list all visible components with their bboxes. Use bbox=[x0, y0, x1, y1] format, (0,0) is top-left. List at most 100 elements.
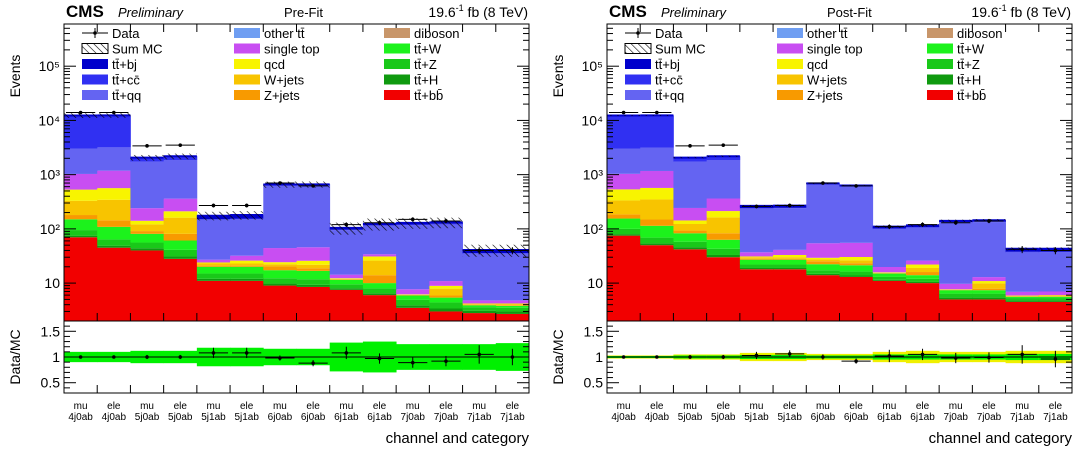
category-bin-label: 5j0ab bbox=[678, 412, 703, 423]
legend-swatch bbox=[384, 59, 410, 69]
bar-ttZ bbox=[396, 300, 430, 305]
bar-ttH bbox=[740, 268, 774, 269]
bar-ttW bbox=[673, 233, 707, 241]
bar-single_top bbox=[906, 261, 940, 265]
bar-ttbb bbox=[972, 299, 1006, 321]
bar-zjets bbox=[64, 215, 98, 219]
bar-qcd bbox=[97, 188, 131, 200]
ratio-point bbox=[788, 352, 792, 356]
bar-qcd bbox=[740, 256, 774, 257]
legend-label: Z+jets bbox=[264, 88, 300, 103]
bar-ttW bbox=[396, 296, 430, 300]
legend-label: tt̄+H bbox=[957, 73, 981, 88]
bar-qcd bbox=[130, 221, 164, 225]
ratio-point bbox=[854, 359, 858, 363]
bar-zjets bbox=[707, 233, 741, 239]
category-bin-label: 5j1ab bbox=[777, 412, 802, 423]
mc-uncertainty bbox=[707, 156, 740, 157]
category-bin-label: 6j0ab bbox=[301, 412, 326, 423]
category-channel-label: mu bbox=[273, 401, 287, 412]
category-channel-label: ele bbox=[717, 401, 731, 412]
data-point bbox=[854, 184, 858, 188]
bar-zjets bbox=[972, 289, 1006, 291]
data-point bbox=[655, 111, 659, 115]
y-tick-label: 10⁵ bbox=[39, 58, 60, 74]
y-axis-label: Events bbox=[550, 55, 566, 98]
bar-single_top bbox=[840, 243, 874, 257]
bar-ttZ bbox=[1006, 298, 1040, 300]
bar-ttbb bbox=[707, 257, 741, 321]
bar-qcd bbox=[429, 286, 463, 289]
bar-wjets bbox=[230, 263, 264, 265]
category-bin-label: 7j1ab bbox=[500, 412, 525, 423]
bar-wjets bbox=[330, 279, 364, 280]
legend-swatch bbox=[777, 28, 803, 38]
category-channel-label: mu bbox=[816, 401, 830, 412]
legend-swatch bbox=[384, 28, 410, 38]
bar-wjets bbox=[707, 217, 741, 233]
data-point bbox=[755, 205, 759, 209]
legend-swatch bbox=[82, 90, 108, 100]
mc-uncertainty bbox=[164, 154, 197, 160]
bar-ttbb bbox=[939, 299, 973, 321]
bar-ttcc bbox=[640, 116, 674, 148]
category-labels: mu4j0abele4j0abmu5j0abele5j0abmu5j1abele… bbox=[68, 401, 525, 423]
ratio-point bbox=[178, 355, 182, 359]
bar-ttH bbox=[197, 279, 231, 281]
bar-ttW bbox=[607, 219, 641, 229]
data-point bbox=[378, 221, 382, 225]
bar-qcd bbox=[197, 262, 231, 263]
bar-zjets bbox=[164, 234, 198, 241]
bar-ttH bbox=[463, 311, 497, 313]
bar-ttH bbox=[873, 280, 907, 281]
bar-ttH bbox=[906, 282, 940, 283]
legend-label: tt̄+bj bbox=[112, 57, 137, 72]
ratio-point bbox=[622, 355, 626, 359]
ratio-point bbox=[311, 361, 315, 365]
category-channel-label: mu bbox=[949, 401, 963, 412]
data-point bbox=[888, 225, 892, 229]
ratio-y-tick-label: 1 bbox=[52, 349, 60, 365]
bar-ttqq bbox=[297, 185, 331, 247]
ratio-point bbox=[987, 356, 991, 360]
lumi-label: 19.6-1 fb (8 TeV) bbox=[971, 3, 1071, 20]
bar-qcd bbox=[707, 211, 741, 217]
bar-ttZ bbox=[429, 302, 463, 308]
category-bin-label: 4j0ab bbox=[645, 412, 670, 423]
bar-zjets bbox=[429, 296, 463, 298]
mc-uncertainty bbox=[607, 115, 640, 116]
data-point bbox=[112, 111, 116, 115]
bar-single_top bbox=[130, 208, 164, 221]
bar-ttqq bbox=[396, 225, 430, 289]
legend-label: tt̄+qq bbox=[112, 88, 141, 103]
bar-zjets bbox=[806, 261, 840, 264]
bar-ttbb bbox=[97, 248, 131, 321]
bar-ttH bbox=[640, 243, 674, 245]
bar-ttZ bbox=[130, 243, 164, 249]
ratio-point bbox=[345, 351, 349, 355]
mc-uncertainty bbox=[230, 211, 263, 220]
bar-ttH bbox=[130, 248, 164, 250]
data-point bbox=[477, 249, 481, 253]
category-bin-label: 5j1ab bbox=[744, 412, 769, 423]
stack-bars bbox=[64, 113, 529, 321]
bar-ttZ bbox=[330, 284, 364, 288]
bar-single_top bbox=[972, 277, 1006, 281]
category-bin-label: 7j1ab bbox=[467, 412, 492, 423]
legend-label: diboson bbox=[957, 26, 1003, 41]
category-bin-label: 7j0ab bbox=[944, 412, 969, 423]
legend-swatch bbox=[234, 59, 260, 69]
bar-ttbb bbox=[496, 314, 530, 321]
bar-single_top bbox=[806, 243, 840, 258]
bar-wjets bbox=[1039, 296, 1073, 297]
category-channel-label: mu bbox=[406, 401, 420, 412]
legend-swatch-sum-mc bbox=[82, 44, 108, 54]
bar-qcd bbox=[263, 262, 297, 264]
bar-wjets bbox=[906, 268, 940, 272]
legend-swatch bbox=[625, 75, 651, 85]
category-bin-label: 7j1ab bbox=[1010, 412, 1035, 423]
bar-ttbb bbox=[463, 313, 497, 321]
